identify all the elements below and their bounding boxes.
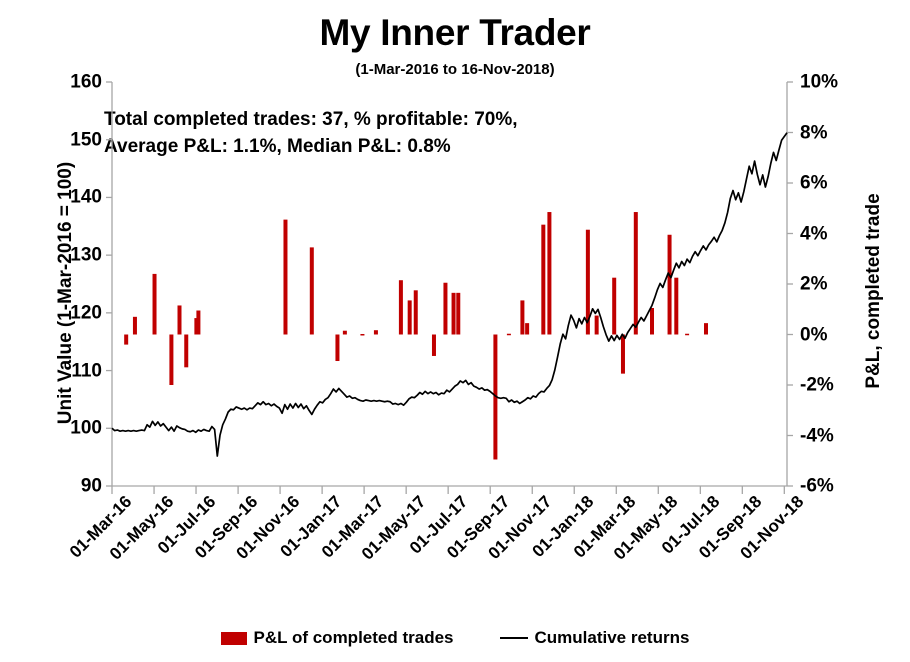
bar [674, 277, 679, 335]
y-axis-left-tick-label: 90 [80, 475, 102, 497]
bar [335, 334, 340, 362]
y-axis-left-tick-label: 150 [70, 129, 102, 151]
bar [585, 229, 590, 335]
bar [360, 333, 365, 336]
y-axis-left-tick-label: 130 [70, 244, 102, 266]
line-series-cumulative-returns [111, 132, 788, 457]
y-axis-left-ticks: 160 150 140 130 120 110 100 90 [40, 73, 102, 496]
y-axis-right-tick-label: 8% [800, 122, 828, 143]
y-axis-left-tick-label: 140 [70, 186, 102, 208]
y-axis-right-tick-label: 0% [800, 324, 828, 345]
bar [620, 334, 625, 374]
legend-label: Cumulative returns [534, 628, 690, 647]
bar [633, 212, 638, 335]
bar [342, 330, 347, 335]
bar [184, 334, 189, 368]
bar [650, 307, 654, 335]
chart-legend: P&L of completed trades Cumulative return… [0, 628, 910, 648]
y-axis-right-tick-label: -6% [800, 475, 834, 497]
y-axis-left-tick-label: 160 [70, 71, 102, 93]
bar [493, 334, 498, 460]
bar [667, 234, 672, 335]
legend-line-swatch-icon [499, 637, 528, 639]
y-axis-left-tick-label: 100 [70, 417, 102, 439]
statistics-annotation: Total completed trades: 37, % profitable… [104, 109, 518, 157]
bar [525, 323, 530, 335]
plot-area [106, 81, 793, 494]
bar [283, 219, 288, 335]
legend-bar-swatch-icon [220, 631, 247, 645]
y-axis-right-tick-label: 6% [800, 172, 828, 194]
bar [541, 224, 546, 335]
cumulative-returns-line [111, 132, 788, 457]
y-axis-right-tick-label: -4% [800, 425, 834, 446]
bar [152, 273, 157, 335]
bar [309, 247, 314, 335]
bar [456, 292, 461, 335]
y-axis-right-tick-label: 10% [800, 71, 839, 93]
bar [194, 318, 199, 335]
bar [413, 290, 418, 335]
legend-item[interactable]: Cumulative returns [499, 628, 690, 648]
legend-item[interactable]: P&L of completed trades [220, 628, 454, 648]
chart-title: My Inner Trader [319, 12, 591, 53]
bar [407, 300, 412, 335]
y-axis-right-tick-label: -2% [800, 374, 834, 396]
bar [169, 334, 174, 385]
bar [132, 316, 137, 335]
y-axis-left-tick-label: 120 [70, 302, 102, 324]
bar [704, 323, 708, 335]
bar-series-pnl [124, 212, 708, 460]
legend-label: P&L of completed trades [253, 628, 454, 647]
bar [506, 333, 511, 336]
x-axis-ticks: 01-Mar-16 01-May-16 01-Jul-16 01-Sep-16 01-N… [66, 492, 808, 612]
bar [547, 212, 552, 335]
bar [431, 334, 436, 356]
bar [685, 333, 690, 336]
bar [451, 292, 456, 335]
bar [196, 310, 201, 335]
bar [594, 315, 599, 335]
bar [373, 330, 378, 335]
bar [124, 334, 129, 345]
y-axis-left-tick-label: 110 [71, 360, 102, 382]
y-axis-right-ticks: 10% 8% 6% 4% 2% 0% -2% -4% -6% [800, 73, 870, 496]
axis-lines [106, 81, 793, 494]
y-axis-right-tick-label: 2% [800, 273, 828, 295]
plot-svg [106, 81, 793, 494]
bar [177, 305, 182, 335]
chart-subtitle: (1-Mar-2016 to 16-Nov-2018) [355, 61, 555, 78]
bar [398, 280, 403, 335]
bar [612, 277, 617, 335]
bar [520, 300, 525, 335]
y-axis-right-tick-label: 4% [800, 223, 828, 244]
bar [443, 282, 448, 335]
